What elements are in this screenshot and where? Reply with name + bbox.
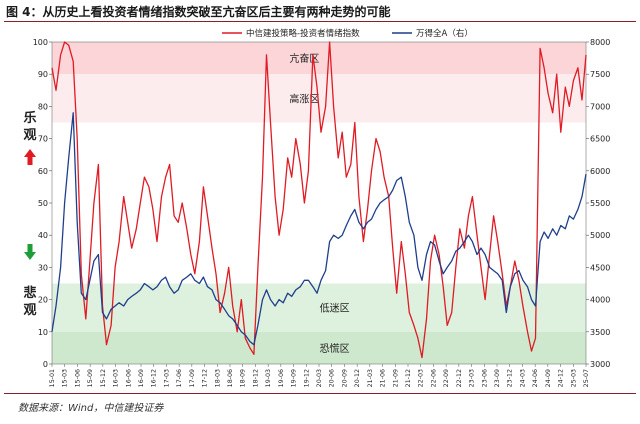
x-tick-label: 23-03 — [469, 369, 476, 387]
right-tick-label: 4000 — [590, 296, 610, 305]
x-tick-label: 16-12 — [151, 369, 158, 387]
legend-label: 中信建投策略-投资者情绪指数 — [246, 28, 360, 39]
zone-label: 高涨区 — [289, 92, 319, 105]
x-tick-label: 20-03 — [316, 369, 323, 387]
series-line-2 — [51, 112, 587, 346]
zone-label: 恐慌区 — [320, 343, 350, 355]
x-tick-label: 18-06 — [227, 369, 234, 387]
right-tick-label: 6500 — [590, 135, 610, 144]
x-tick-label: 23-06 — [481, 369, 488, 387]
x-tick-label: 25-03 — [570, 369, 577, 387]
footer-rule — [4, 393, 636, 394]
right-tick-label: 3000 — [590, 360, 610, 369]
series-line-1 — [51, 41, 587, 359]
zone-band-4 — [52, 331, 586, 364]
figure-title: 图 4：从历史上看投资者情绪指数突破至亢奋区后主要有两种走势的可能 — [6, 5, 391, 19]
right-tick-label: 5000 — [590, 231, 610, 240]
x-tick-label: 19-09 — [291, 369, 298, 387]
x-tick-label: 17-09 — [189, 369, 196, 387]
x-tick-label: 20-12 — [354, 369, 361, 387]
left-tick-label: 10 — [38, 328, 48, 337]
x-tick-label: 17-03 — [163, 369, 170, 387]
right-tick-label: 3500 — [590, 328, 610, 337]
left-tick-label: 40 — [38, 231, 48, 240]
x-tick-label: 17-12 — [202, 369, 209, 387]
x-tick-label: 25-07 — [583, 369, 590, 387]
left-tick-label: 0 — [43, 360, 48, 369]
x-tick-label: 20-06 — [329, 369, 336, 387]
x-tick-label: 16-03 — [113, 369, 120, 387]
x-tick-label: 17-06 — [176, 369, 183, 387]
zone-label: 低迷区 — [320, 302, 350, 315]
x-tick-label: 21-06 — [380, 369, 387, 387]
x-tick-label: 21-12 — [405, 369, 412, 387]
up-arrow-icon — [24, 149, 36, 165]
right-tick-label: 8000 — [590, 38, 610, 47]
x-tick-label: 23-12 — [507, 369, 514, 387]
x-tick-label: 22-12 — [456, 369, 463, 387]
right-tick-label: 4500 — [590, 263, 610, 272]
x-tick-label: 20-09 — [341, 369, 348, 387]
x-tick-label: 15-03 — [62, 369, 69, 387]
zone-band-1 — [52, 42, 586, 75]
x-tick-label: 15-09 — [87, 369, 94, 387]
left-tick-label: 100 — [33, 38, 48, 47]
optimistic-label-1: 乐 — [23, 110, 36, 126]
left-tick-label: 60 — [38, 167, 48, 176]
x-tick-label: 22-03 — [418, 369, 425, 387]
x-tick-label: 23-09 — [494, 369, 501, 387]
title-rule — [4, 21, 636, 22]
left-tick-label: 70 — [38, 135, 48, 144]
x-tick-label: 21-03 — [367, 369, 374, 387]
left-tick-label: 20 — [38, 296, 48, 305]
pessimistic-label-2: 观 — [23, 303, 36, 318]
x-tick-label: 19-06 — [278, 369, 285, 387]
optimistic-label-2: 观 — [23, 128, 36, 143]
left-tick-label: 80 — [38, 102, 48, 111]
x-tick-label: 24-12 — [558, 369, 565, 387]
legend-label: 万得全A（右） — [416, 28, 473, 39]
x-tick-label: 19-03 — [265, 369, 272, 387]
left-tick-label: 30 — [38, 263, 48, 272]
x-tick-label: 24-09 — [545, 369, 552, 387]
right-tick-label: 7500 — [590, 70, 610, 79]
down-arrow-icon — [24, 244, 36, 260]
x-tick-label: 15-01 — [49, 369, 56, 387]
x-tick-label: 19-12 — [303, 369, 310, 387]
x-tick-label: 22-06 — [430, 369, 437, 387]
right-tick-label: 6000 — [590, 167, 610, 176]
x-tick-label: 15-12 — [100, 369, 107, 387]
x-tick-label: 16-09 — [138, 369, 145, 387]
source-note: 数据来源：Wind，中信建投证券 — [18, 403, 164, 414]
x-tick-label: 21-09 — [392, 369, 399, 387]
left-tick-label: 50 — [38, 199, 48, 208]
right-tick-label: 7000 — [590, 102, 610, 111]
right-tick-label: 5500 — [590, 199, 610, 208]
x-tick-label: 22-09 — [443, 369, 450, 387]
x-tick-label: 16-06 — [125, 369, 132, 387]
x-tick-label: 18-03 — [214, 369, 221, 387]
zone-label: 亢奋区 — [289, 52, 319, 65]
pessimistic-label-1: 悲 — [23, 285, 36, 301]
x-tick-label: 15-06 — [74, 369, 81, 387]
x-tick-label: 24-03 — [519, 369, 526, 387]
x-tick-label: 18-09 — [240, 369, 247, 387]
zone-band-3 — [52, 283, 586, 332]
x-tick-label: 18-12 — [252, 369, 259, 387]
x-tick-label: 24-06 — [532, 369, 539, 387]
left-tick-label: 90 — [38, 70, 48, 79]
